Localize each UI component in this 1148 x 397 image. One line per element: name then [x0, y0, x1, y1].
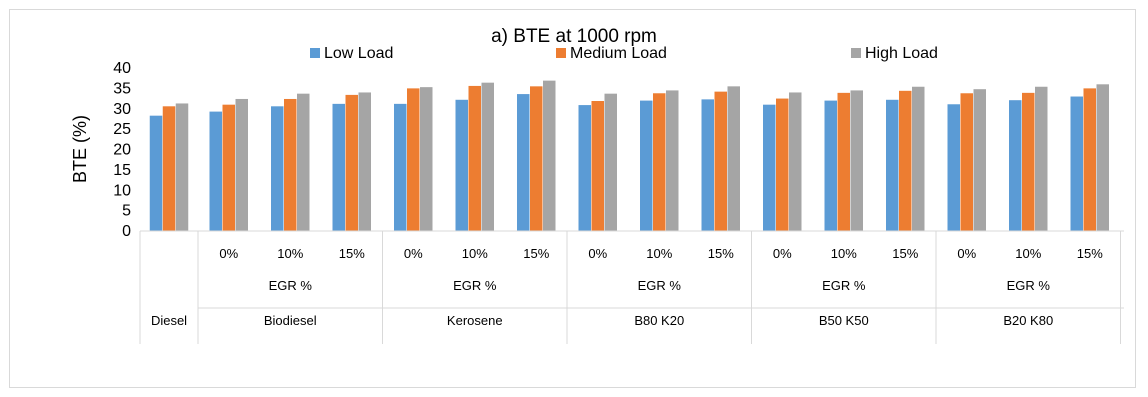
bar-medium-load — [899, 90, 912, 231]
egr-label: EGR % — [1007, 278, 1051, 293]
fuel-label: B20 K80 — [1003, 313, 1053, 328]
x-tick-label: 10% — [1015, 246, 1041, 261]
bar-medium-load — [530, 86, 543, 232]
bar-high-load — [973, 89, 986, 231]
bar-high-load — [420, 87, 433, 231]
bar-high-load — [543, 80, 556, 231]
x-tick-label: 15% — [708, 246, 734, 261]
bars — [149, 80, 1109, 232]
bar-medium-load — [1022, 92, 1035, 231]
x-tick-label: 15% — [523, 246, 549, 261]
bar-low-load — [332, 103, 345, 231]
bar-low-load — [1009, 100, 1022, 231]
y-tick-label: 35 — [113, 80, 131, 97]
bar-medium-load — [222, 104, 235, 231]
egr-label: EGR % — [453, 278, 497, 293]
legend-swatch-medium-load — [556, 48, 566, 58]
x-tick-label: 0% — [957, 246, 976, 261]
fuel-label: B80 K20 — [634, 313, 684, 328]
bar-low-load — [640, 100, 653, 231]
bar-low-load — [271, 106, 284, 231]
y-axis-label: BTE (%) — [70, 115, 90, 183]
y-tick-label: 25 — [113, 121, 131, 138]
x-tick-label: 10% — [646, 246, 672, 261]
bar-high-load — [358, 92, 371, 231]
egr-label: EGR % — [822, 278, 866, 293]
bar-low-load — [149, 115, 163, 231]
legend-swatch-high-load — [851, 48, 861, 58]
bar-medium-load — [407, 88, 420, 231]
legend-label-high-load: High Load — [865, 45, 938, 62]
legend: Low Load Medium Load High Load — [310, 45, 938, 62]
bar-medium-load — [653, 93, 666, 231]
bar-medium-load — [1083, 88, 1096, 231]
bar-low-load — [517, 94, 530, 231]
bar-high-load — [912, 86, 925, 232]
x-tick-label: 0% — [773, 246, 792, 261]
bar-medium-load — [284, 98, 297, 231]
bar-high-load — [235, 98, 248, 231]
bar-medium-load — [468, 85, 481, 232]
y-axis: 0 5 10 15 20 25 30 35 40 — [113, 60, 131, 240]
fuel-label: Kerosene — [447, 313, 503, 328]
bar-low-load — [455, 99, 468, 231]
y-tick-label: 10 — [113, 182, 131, 199]
bar-low-load — [763, 104, 776, 231]
y-tick-label: 30 — [113, 101, 131, 118]
bar-medium-load — [345, 94, 358, 232]
bar-medium-load — [714, 91, 727, 231]
x-tick-label: 10% — [277, 246, 303, 261]
bar-high-load — [850, 90, 863, 231]
x-tick-label: 0% — [404, 246, 423, 261]
bar-high-load — [1096, 84, 1109, 231]
fuel-label: Diesel — [151, 313, 187, 328]
y-tick-label: 0 — [122, 223, 131, 240]
bar-high-load — [789, 92, 802, 231]
bar-low-load — [394, 103, 407, 231]
bar-high-load — [604, 93, 617, 231]
bar-medium-load — [162, 106, 176, 231]
bar-medium-load — [960, 93, 973, 231]
bar-low-load — [701, 99, 714, 231]
bar-high-load — [1035, 86, 1048, 232]
bar-low-load — [1070, 96, 1083, 232]
bar-high-load — [175, 103, 189, 231]
bar-low-load — [209, 111, 222, 231]
x-axis-table: Diesel Biodiesel EGR % Kerosene EGR % B80 K20… — [139, 230, 1124, 344]
x-tick-label: 0% — [588, 246, 607, 261]
x-tick-label: 10% — [462, 246, 488, 261]
fuel-label: Biodiesel — [264, 313, 317, 328]
egr-label: EGR % — [269, 278, 313, 293]
y-tick-label: 40 — [113, 60, 131, 77]
chart-title: a) BTE at 1000 rpm — [491, 26, 657, 47]
x-tick-label: 15% — [1077, 246, 1103, 261]
bar-high-load — [481, 82, 494, 231]
egr-label: EGR % — [638, 278, 682, 293]
fuel-label: B50 K50 — [819, 313, 869, 328]
y-tick-label: 20 — [113, 142, 131, 159]
bar-low-load — [578, 105, 591, 231]
x-tick-label: 0% — [219, 246, 238, 261]
bar-high-load — [666, 90, 679, 231]
y-tick-label: 5 — [122, 203, 131, 220]
bar-medium-load — [591, 101, 604, 231]
bar-medium-load — [837, 92, 850, 231]
bar-high-load — [727, 86, 740, 232]
x-tick-label: 10% — [831, 246, 857, 261]
legend-swatch-low-load — [310, 48, 320, 58]
x-tick-label: 15% — [339, 246, 365, 261]
bar-low-load — [886, 99, 899, 231]
legend-label-medium-load: Medium Load — [570, 45, 667, 62]
legend-label-low-load: Low Load — [324, 45, 393, 62]
bar-low-load — [824, 100, 837, 231]
x-tick-label: 15% — [892, 246, 918, 261]
bar-low-load — [947, 104, 960, 231]
y-tick-label: 15 — [113, 162, 131, 179]
bar-medium-load — [776, 98, 789, 231]
bar-high-load — [297, 93, 310, 231]
